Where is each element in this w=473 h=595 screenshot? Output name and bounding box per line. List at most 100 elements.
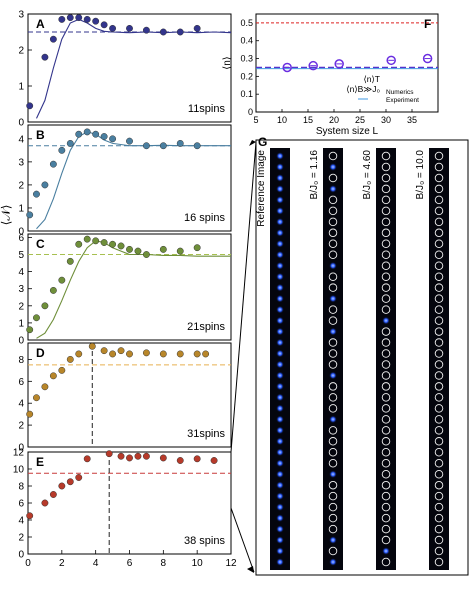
data-point bbox=[176, 247, 184, 255]
empty-site-marker bbox=[434, 316, 444, 325]
data-point bbox=[126, 24, 133, 32]
ion-glow bbox=[276, 547, 284, 556]
y-tick-label: 4 bbox=[18, 134, 24, 145]
ion-glow bbox=[276, 371, 284, 380]
data-point bbox=[83, 15, 91, 23]
ion-glow bbox=[276, 327, 284, 336]
ion-glow bbox=[276, 152, 284, 160]
empty-site-marker bbox=[381, 217, 391, 227]
ion-glow bbox=[329, 327, 337, 336]
empty-site-marker bbox=[328, 151, 338, 161]
panel-c: 0 1 2 3 4 5 6 C 21spins bbox=[18, 233, 232, 347]
empty-site-marker bbox=[434, 393, 444, 402]
ion-glow bbox=[276, 239, 284, 248]
ion-glow bbox=[276, 360, 284, 369]
data-point bbox=[49, 372, 57, 380]
ion-glow bbox=[276, 294, 284, 303]
data-point bbox=[105, 450, 113, 458]
panel-label: B bbox=[36, 128, 45, 142]
ion-glow bbox=[276, 459, 284, 468]
empty-site-marker bbox=[381, 382, 391, 391]
empty-site-marker bbox=[381, 458, 391, 468]
ion-glow bbox=[276, 536, 284, 545]
y-tick-label: 3 bbox=[18, 157, 24, 168]
ion-glow bbox=[329, 294, 337, 303]
strip-label: B/J₀ = 1.16 bbox=[309, 150, 320, 200]
spins-annotation: 11spins bbox=[188, 103, 226, 115]
data-point bbox=[66, 14, 74, 22]
data-point bbox=[92, 130, 100, 138]
empty-site-marker bbox=[381, 502, 391, 512]
ion-glow bbox=[276, 261, 284, 270]
empty-site-marker bbox=[434, 415, 444, 424]
spins-annotation: 21spins bbox=[187, 321, 225, 333]
legend-label: ⟨n⟩T bbox=[363, 74, 380, 84]
empty-site-marker bbox=[328, 382, 338, 391]
panel-frame bbox=[255, 13, 439, 113]
data-point bbox=[176, 457, 184, 464]
ion-glow bbox=[276, 162, 284, 171]
ion-glow bbox=[276, 382, 284, 391]
empty-site-marker bbox=[328, 513, 338, 523]
empty-site-marker bbox=[434, 502, 444, 512]
empty-site-marker bbox=[328, 206, 338, 216]
empty-site-marker bbox=[328, 546, 338, 556]
x-tick-label: 10 bbox=[277, 115, 287, 125]
data-point bbox=[75, 240, 83, 248]
empty-site-marker bbox=[434, 184, 444, 194]
data-point bbox=[193, 455, 201, 463]
empty-site-marker bbox=[328, 349, 338, 358]
ion-glow bbox=[276, 206, 284, 215]
empty-site-marker bbox=[434, 305, 444, 314]
empty-site-marker bbox=[434, 360, 444, 369]
data-point bbox=[88, 342, 96, 350]
data-point bbox=[142, 251, 150, 258]
panel-label: E bbox=[36, 455, 44, 469]
data-point bbox=[66, 478, 74, 486]
data-point bbox=[49, 160, 57, 168]
empty-site-marker bbox=[328, 426, 338, 435]
spins-annotation: 31spins bbox=[187, 428, 225, 440]
empty-site-marker bbox=[381, 426, 391, 435]
ion-glow bbox=[382, 316, 390, 325]
x-tick-label: 35 bbox=[407, 115, 417, 125]
ion-glow bbox=[276, 492, 284, 501]
panel-b: 0 1 2 3 4 B 16 spins bbox=[18, 124, 232, 238]
data-point bbox=[41, 53, 49, 61]
ion-glow bbox=[276, 316, 284, 325]
data-point bbox=[26, 512, 34, 520]
data-point bbox=[66, 139, 74, 147]
empty-site-marker bbox=[434, 338, 444, 347]
empty-site-marker bbox=[434, 426, 444, 435]
empty-site-marker bbox=[381, 272, 391, 281]
empty-site-marker bbox=[381, 480, 391, 490]
data-point bbox=[75, 474, 83, 481]
empty-site-marker bbox=[381, 195, 391, 205]
experiment-point bbox=[308, 60, 318, 71]
panel-a: 0 1 2 3 A 11spins bbox=[18, 10, 232, 129]
empty-site-marker bbox=[328, 360, 338, 369]
ion-glow bbox=[276, 426, 284, 435]
data-point bbox=[92, 237, 100, 245]
ion-glow bbox=[276, 393, 284, 402]
x-tick-label: 20 bbox=[329, 115, 339, 125]
empty-site-marker bbox=[328, 338, 338, 347]
data-point bbox=[126, 350, 133, 358]
empty-site-marker bbox=[434, 371, 444, 380]
ion-glow bbox=[329, 470, 337, 479]
empty-site-marker bbox=[381, 349, 391, 358]
empty-site-marker bbox=[381, 151, 391, 161]
empty-site-marker bbox=[434, 458, 444, 468]
data-point bbox=[83, 128, 91, 136]
empty-site-marker bbox=[434, 557, 444, 567]
y-tick-label: 8 bbox=[18, 355, 24, 366]
empty-site-marker bbox=[434, 480, 444, 490]
data-point bbox=[33, 394, 40, 402]
empty-site-marker bbox=[328, 502, 338, 512]
data-point bbox=[159, 28, 167, 36]
data-point bbox=[49, 286, 57, 294]
empty-site-marker bbox=[381, 239, 391, 249]
panel-frame bbox=[255, 139, 469, 576]
empty-site-marker bbox=[434, 524, 444, 534]
data-point bbox=[159, 245, 167, 253]
